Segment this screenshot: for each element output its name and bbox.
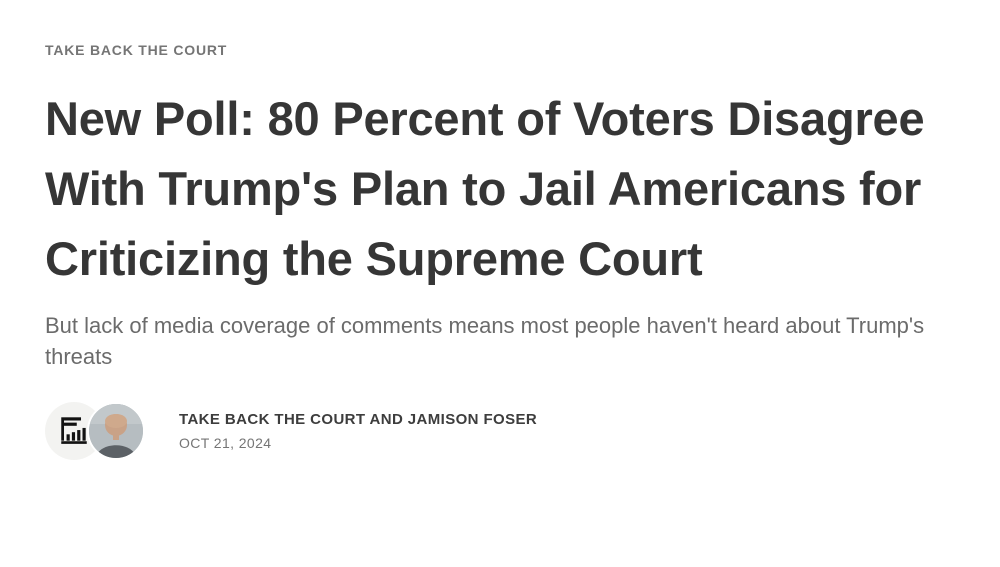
publication-logo-icon [57, 412, 91, 451]
byline-authors[interactable]: TAKE BACK THE COURT AND JAMISON FOSER [179, 411, 538, 428]
byline: TAKE BACK THE COURT AND JAMISON FOSER OC… [45, 402, 955, 460]
publish-date: OCT 21, 2024 [179, 435, 272, 451]
article-subtitle: But lack of media coverage of comments m… [45, 313, 925, 369]
byline-avatars [45, 402, 145, 460]
author-photo [89, 404, 143, 458]
publication-kicker[interactable]: TAKE BACK THE COURT [45, 42, 228, 58]
byline-text: TAKE BACK THE COURT AND JAMISON FOSER OC… [179, 411, 537, 451]
article-header-content: TAKE BACK THE COURT New Poll: 80 Percent… [45, 42, 955, 460]
article-title: New Poll: 80 Percent of Voters Disagree … [45, 92, 925, 285]
author-avatar[interactable] [87, 402, 145, 460]
